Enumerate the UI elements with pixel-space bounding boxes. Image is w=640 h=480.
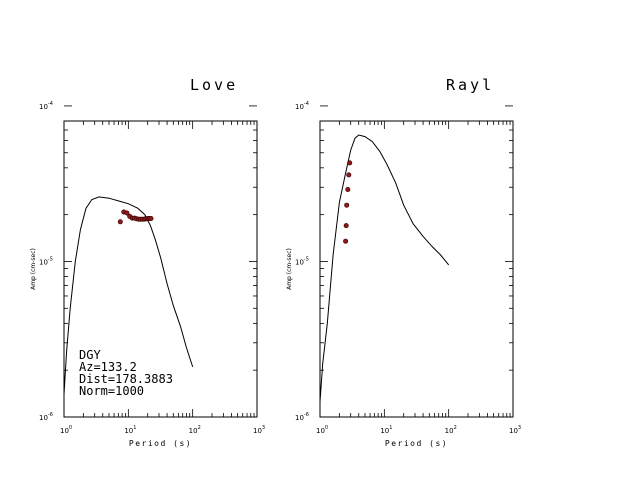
- observed-point: [343, 238, 349, 244]
- x-tick-label: 103: [509, 425, 521, 435]
- y-tick-label: 10-6: [39, 412, 53, 422]
- annotation-text: Norm=1000: [79, 384, 144, 398]
- plot-frame: [319, 120, 514, 418]
- x-tick-label: 101: [380, 425, 392, 435]
- theoretical-curve: [319, 134, 450, 402]
- observed-point: [148, 216, 154, 222]
- y-tick-label: 10-4: [295, 101, 309, 111]
- x-axis-label: Period (s): [385, 439, 448, 448]
- theoretical-curve: [63, 196, 194, 395]
- x-tick-label: 102: [189, 425, 201, 435]
- chart-title: Love: [190, 76, 238, 94]
- observed-point: [343, 223, 349, 229]
- x-tick-label: 102: [445, 425, 457, 435]
- y-tick-label: 10-4: [39, 101, 53, 111]
- y-tick-label: 10-6: [295, 412, 309, 422]
- y-tick-label: 10-5: [39, 256, 53, 266]
- panel-rayl: Rayl 100 101 102 103 10-6 10-5 10-4 Period (s) Am…: [286, 76, 521, 448]
- y-axis-label: Amp (cm-sec): [286, 248, 293, 290]
- x-tick-label: 101: [124, 425, 136, 435]
- annotation-text: DGY: [79, 348, 101, 362]
- y-axis-label: Amp (cm-sec): [30, 248, 37, 290]
- observed-point: [345, 187, 351, 193]
- observed-point: [124, 210, 130, 216]
- observed-point: [347, 160, 353, 166]
- x-axis-label: Period (s): [129, 439, 192, 448]
- observed-point: [117, 219, 123, 225]
- x-tick-label: 100: [316, 425, 328, 435]
- observed-point: [346, 172, 352, 178]
- plot-frame: [63, 120, 258, 418]
- annotation-text: Az=133.2: [79, 360, 137, 374]
- panel-love: Love 100 101 102 103 10-6 10-5 10-4 Period (s) Am…: [30, 76, 265, 448]
- chart-title: Rayl: [446, 76, 494, 94]
- observed-point: [344, 202, 350, 208]
- x-tick-label: 100: [60, 425, 72, 435]
- x-tick-label: 103: [253, 425, 265, 435]
- annotation-text: Dist=178.3883: [79, 372, 173, 386]
- y-tick-label: 10-5: [295, 256, 309, 266]
